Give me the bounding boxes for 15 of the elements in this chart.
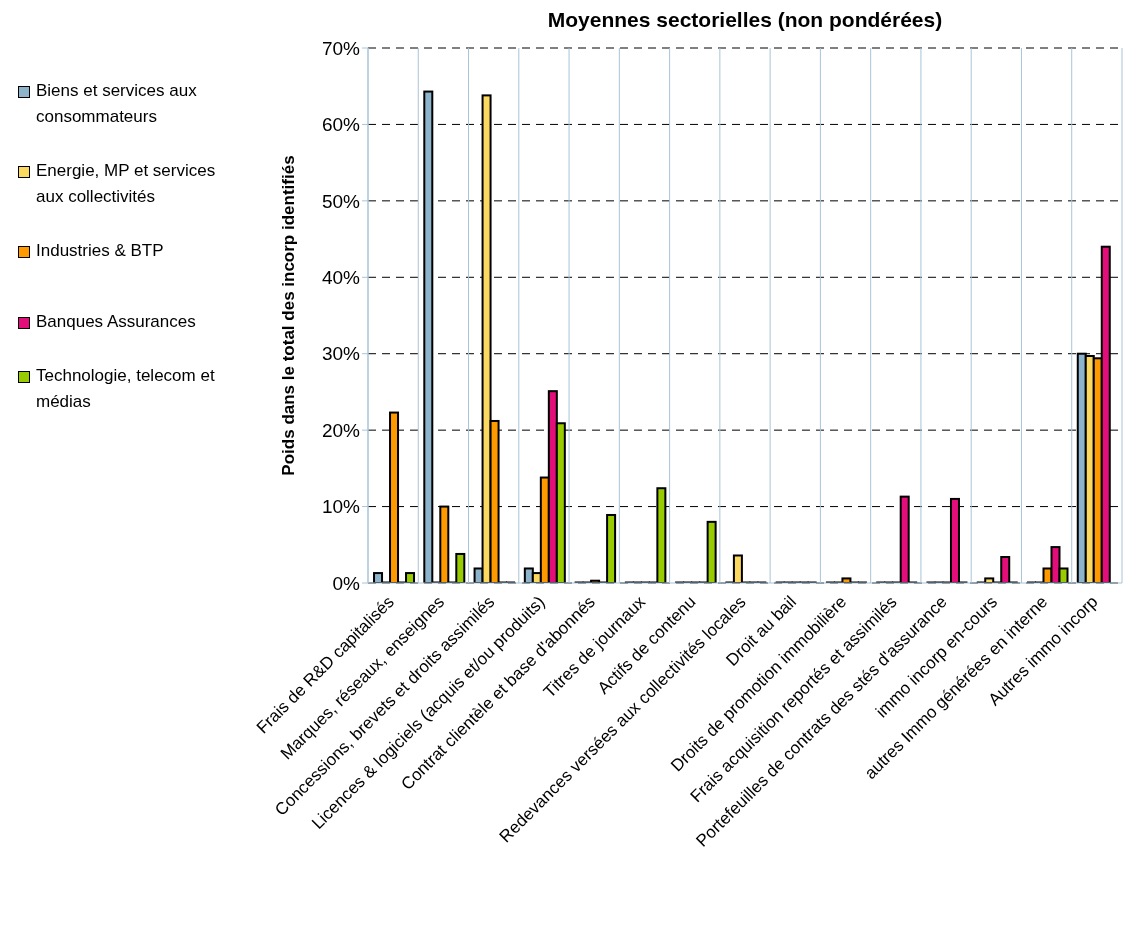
y-tick-label: 50% bbox=[321, 190, 361, 212]
y-tick-label: 0% bbox=[332, 572, 361, 594]
y-tick-label: 30% bbox=[321, 343, 361, 365]
chart-title: Moyennes sectorielles (non pondérées) bbox=[546, 8, 944, 32]
legend-label: Biens et services aux consommateurs bbox=[36, 80, 198, 128]
y-tick-label: 40% bbox=[321, 267, 361, 289]
legend-label: Technologie, telecom et médias bbox=[36, 365, 216, 413]
y-axis-title: Poids dans le total des incorp identifiés bbox=[279, 155, 299, 476]
legend-label: Industries & BTP bbox=[36, 240, 164, 262]
y-tick-label: 10% bbox=[321, 496, 361, 518]
legend-label: Energie, MP et services aux collectivités bbox=[36, 160, 217, 208]
y-tick-label: 60% bbox=[321, 114, 361, 136]
y-tick-label: 20% bbox=[321, 419, 361, 441]
legend-label: Banques Assurances bbox=[36, 311, 196, 333]
y-tick-label: 70% bbox=[321, 37, 361, 59]
